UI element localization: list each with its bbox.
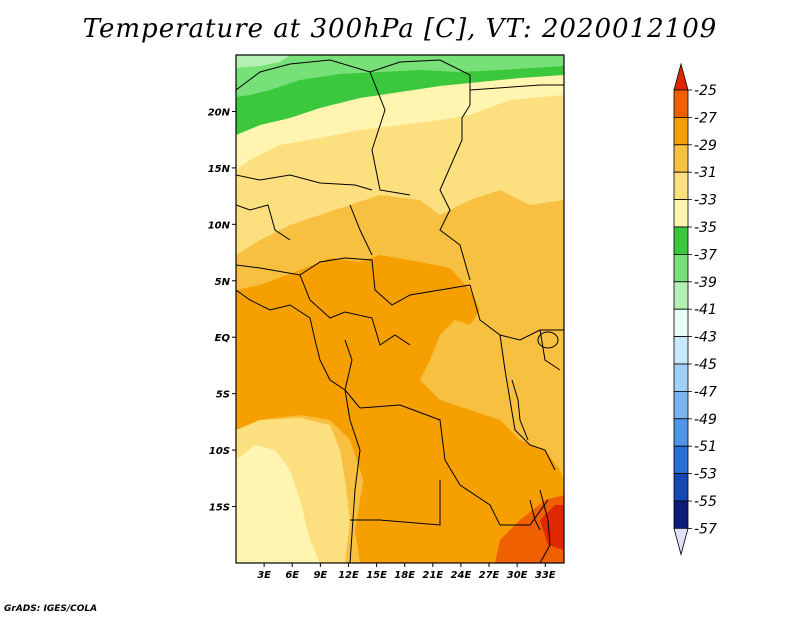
colorbar-swatch (673, 308, 689, 338)
colorbar-label: -41 (694, 302, 717, 318)
lat-tick-label: EQ (215, 333, 231, 344)
temperature-field (236, 55, 564, 563)
colorbar-top-arrow (673, 62, 689, 91)
colorbar-swatch (673, 336, 689, 365)
colorbar-swatch (673, 281, 689, 310)
colorbar-label: -27 (694, 110, 717, 126)
lat-tick-label: 15S (209, 503, 230, 514)
colorbar-swatch (673, 117, 689, 146)
colorbar-label: -43 (694, 330, 717, 346)
colorbar-swatch (673, 363, 689, 392)
colorbar-label: -29 (694, 138, 717, 154)
colorbar-swatch (673, 199, 689, 228)
colorbar-label: -45 (694, 357, 717, 373)
colorbar-swatch (673, 418, 689, 447)
colorbar-label: -55 (694, 494, 717, 510)
colorbar-label: -53 (694, 467, 717, 483)
lat-tick-label: 5S (216, 390, 230, 401)
lat-tick-label: 10N (208, 220, 231, 231)
grads-credit: GrADS: IGES/COLA (4, 604, 98, 614)
colorbar-label: -51 (694, 439, 717, 455)
lon-tick-label: 24E (451, 570, 472, 581)
colorbar-label: -37 (694, 247, 717, 263)
lat-tick-label: 15N (208, 164, 231, 175)
colorbar-swatch (673, 500, 689, 529)
lon-tick-label: 15E (366, 570, 387, 581)
colorbar-label: -31 (694, 165, 717, 181)
colorbar-swatch (673, 171, 689, 200)
colorbar-label: -33 (694, 193, 717, 209)
colorbar-swatch (673, 89, 689, 118)
chart-title: Temperature at 300hPa [C], VT: 202001210… (82, 14, 718, 44)
lon-tick-label: 9E (313, 570, 327, 581)
latitude-axis: 20N 15N 10N 5N EQ 5S 10S 15S (208, 107, 236, 514)
lon-tick-label: 12E (338, 570, 359, 581)
lat-tick-label: 20N (208, 107, 231, 118)
colorbar-label: -25 (694, 83, 717, 99)
lon-tick-label: 6E (285, 570, 299, 581)
colorbar-label: -57 (694, 521, 717, 537)
lon-tick-label: 18E (394, 570, 415, 581)
colorbar-swatch (673, 445, 689, 475)
band-minus33-sw (236, 445, 320, 563)
colorbar-label: -47 (694, 384, 717, 400)
band-minus37 (236, 55, 564, 97)
map-frame (235, 54, 565, 564)
lon-tick-label: 27E (479, 570, 500, 581)
lakes (511, 331, 559, 531)
colorbar-label: -49 (694, 412, 717, 428)
colorbar-swatch (673, 253, 689, 283)
lon-tick-label: 3E (257, 570, 271, 581)
lon-tick-label: 33E (535, 570, 556, 581)
colorbar-swatch (673, 390, 689, 420)
longitude-axis: 3E 6E 9E 12E 15E 18E 21E 24E 27E 30E 33E (257, 563, 556, 581)
lon-tick-label: 30E (507, 570, 528, 581)
lon-tick-label: 21E (422, 570, 443, 581)
colorbar-swatch (673, 473, 689, 502)
colorbar: -25 -27 -29 -31 -33 -35 -37 -39 -41 -43 -45 -47 -49 -… (673, 62, 717, 556)
country-borders (236, 59, 564, 563)
colorbar-swatch (673, 144, 689, 173)
colorbar-label: -39 (694, 275, 717, 291)
band-minus23 (540, 505, 564, 550)
band-minus25 (495, 495, 564, 563)
colorbar-bottom-arrow (673, 528, 689, 556)
band-minus39 (236, 55, 290, 68)
colorbar-label: -35 (694, 220, 717, 236)
lat-tick-label: 5N (215, 277, 231, 288)
lat-tick-label: 10S (209, 446, 230, 457)
colorbar-swatch (673, 226, 689, 255)
